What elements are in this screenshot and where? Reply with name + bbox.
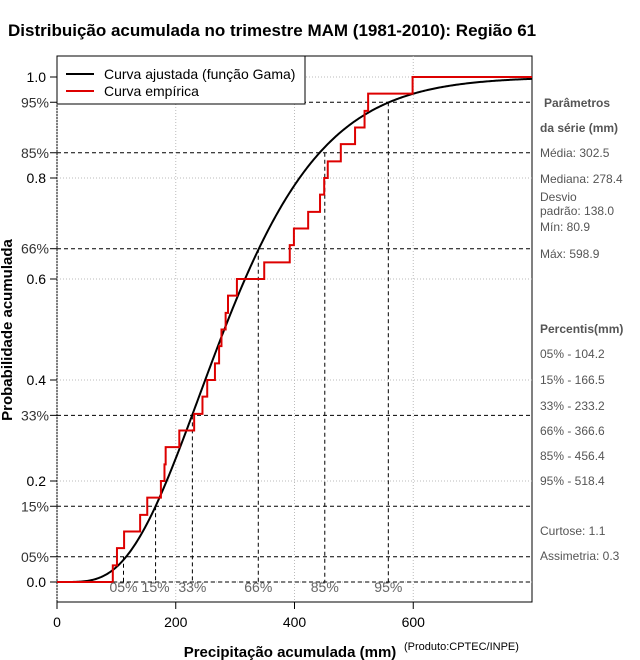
pct-05: 05% - 104.2	[540, 347, 605, 361]
y-tick-label: 0.2	[27, 473, 47, 489]
x-tick-label: 200	[164, 614, 188, 630]
y-tick-label: 1.0	[27, 69, 47, 85]
x-tick-label: 600	[402, 614, 426, 630]
y-tick-label: 0.4	[27, 372, 47, 388]
params-heading-2: da série (mm)	[540, 121, 618, 135]
y-tick-label: 0.8	[27, 170, 47, 186]
stat-max: Máx: 598.9	[540, 247, 600, 261]
params-heading-1: Parâmetros	[544, 96, 610, 110]
side-panel: Parâmetros da série (mm) Média: 302.5 Me…	[540, 96, 623, 563]
y-axis-label: Probabilidade acumulada	[0, 238, 16, 420]
y-tick-label: 0.6	[27, 271, 47, 287]
source-note: (Produto:CPTEC/INPE)	[404, 641, 519, 653]
x-tick-label: 400	[283, 614, 307, 630]
tick-layer: 0 200 400 600 0.0 0.2 0.4 0.6 0.8 1.0 05% 15% 33% 66%…	[21, 69, 425, 630]
fitted-gamma-curve	[57, 77, 533, 583]
legend-fitted: Curva ajustada (função Gama)	[104, 66, 295, 82]
stat-curtose: Curtose: 1.1	[540, 524, 606, 538]
stat-assimetria: Assimetria: 0.3	[540, 549, 620, 563]
pct-66: 66% - 366.6	[540, 424, 605, 438]
x-pct-label: 05%	[109, 579, 137, 595]
y-tick-label: 0.0	[27, 574, 47, 590]
x-tick-label: 0	[53, 614, 61, 630]
pct-33: 33% - 233.2	[540, 399, 605, 413]
empirical-step-curve	[57, 76, 532, 583]
x-pct-label: 15%	[142, 579, 170, 595]
y-pct-label: 85%	[21, 145, 49, 161]
y-pct-label: 05%	[21, 549, 49, 565]
legend: Curva ajustada (função Gama) Curva empír…	[56, 55, 306, 105]
y-pct-label: 33%	[21, 407, 49, 423]
y-pct-label: 15%	[21, 498, 49, 514]
pct-95: 95% - 518.4	[540, 474, 605, 488]
x-pct-label: 95%	[374, 579, 402, 595]
pct-85: 85% - 456.4	[540, 449, 605, 463]
x-pct-label: 66%	[244, 579, 272, 595]
legend-box	[56, 55, 306, 105]
stat-mediana: Mediana: 278.4	[540, 172, 623, 186]
x-pct-label: 85%	[311, 579, 339, 595]
percentis-heading: Percentis(mm)	[540, 322, 623, 336]
stat-desvio-1: Desvio	[540, 190, 577, 204]
chart-title: Distribuição acumulada no trimestre MAM …	[8, 21, 536, 40]
percentile-guides	[57, 101, 532, 583]
stat-media: Média: 302.5	[540, 146, 610, 160]
curve-layer	[57, 76, 533, 583]
y-pct-label: 95%	[21, 94, 49, 110]
legend-empirical: Curva empírica	[104, 83, 199, 99]
y-pct-label: 66%	[21, 241, 49, 257]
x-axis-label: Precipitação acumulada (mm)	[184, 644, 397, 660]
stat-min: Mín: 80.9	[540, 220, 590, 234]
pct-15: 15% - 166.5	[540, 373, 605, 387]
x-pct-label: 33%	[178, 579, 206, 595]
stat-desvio-2: padrão: 138.0	[540, 204, 614, 218]
